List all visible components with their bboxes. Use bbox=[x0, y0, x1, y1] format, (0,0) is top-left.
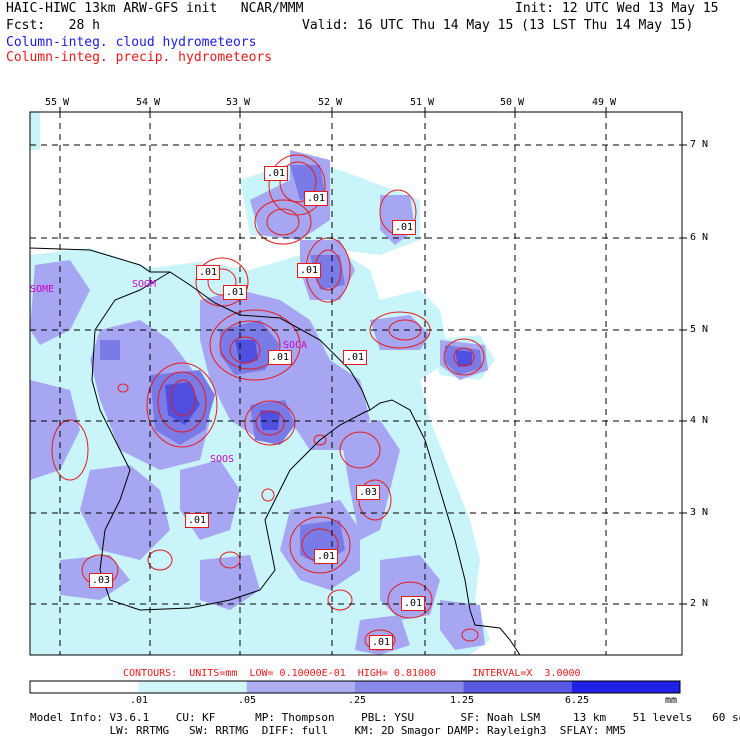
init-time: Init: 12 UTC Wed 13 May 15 bbox=[515, 1, 719, 16]
lon-label: 51 W bbox=[410, 97, 435, 108]
colorbar-units: mm bbox=[665, 695, 678, 706]
colorbar-tick: .25 bbox=[348, 695, 367, 706]
contour-value-label: .01 bbox=[196, 265, 221, 280]
lon-label: 49 W bbox=[592, 97, 617, 108]
coastlines bbox=[30, 247, 521, 655]
valid-time: Valid: 16 UTC Thu 14 May 15 (13 LST Thu … bbox=[302, 18, 694, 33]
lat-label: 5 N bbox=[690, 324, 709, 335]
station-label: SOGM bbox=[132, 279, 157, 290]
lat-label: 4 N bbox=[690, 415, 709, 426]
station-label: SOCA bbox=[283, 340, 308, 351]
axis-ticks bbox=[59, 107, 687, 605]
lat-label: 3 N bbox=[690, 507, 709, 518]
precip-field-label: Column-integ. precip. hydrometeors bbox=[6, 50, 273, 65]
colorbar-tick: .05 bbox=[238, 695, 257, 706]
contour-value-label: .01 bbox=[185, 513, 210, 528]
contour-value-label: .01 bbox=[268, 350, 293, 365]
contour-value-label: .03 bbox=[89, 573, 114, 588]
lon-label: 52 W bbox=[318, 97, 343, 108]
lon-label: 55 W bbox=[45, 97, 70, 108]
contour-value-label: .01 bbox=[392, 220, 417, 235]
contour-value-label: .01 bbox=[297, 263, 322, 278]
lat-label: 6 N bbox=[690, 232, 709, 243]
header-title: HAIC-HIWC 13km ARW-GFS init NCAR/MMM bbox=[6, 1, 304, 16]
contour-value-label: .01 bbox=[401, 596, 426, 611]
lat-label: 2 N bbox=[690, 598, 709, 609]
cloud-shading-core bbox=[165, 340, 472, 430]
contour-value-label: .01 bbox=[304, 191, 329, 206]
lat-label: 7 N bbox=[690, 139, 709, 150]
contour-value-label: .01 bbox=[223, 285, 248, 300]
cloud-field-label: Column-integ. cloud hydrometeors bbox=[6, 35, 257, 50]
model-info-line2: LW: RRTMG SW: RRTMG DIFF: full KM: 2D Sm… bbox=[30, 724, 627, 737]
contour-value-label: .01 bbox=[314, 549, 339, 564]
lon-label: 53 W bbox=[226, 97, 251, 108]
contours-info: CONTOURS: UNITS=mm LOW= 0.10000E-01 HIGH… bbox=[123, 668, 581, 679]
lon-label: 54 W bbox=[136, 97, 161, 108]
colorbar-tick: 1.25 bbox=[450, 695, 475, 706]
colorbar-tick: .01 bbox=[130, 695, 149, 706]
contour-value-label: .01 bbox=[343, 350, 368, 365]
model-info-line1: Model Info: V3.6.1 CU: KF MP: Thompson P… bbox=[30, 711, 740, 724]
lon-label: 50 W bbox=[500, 97, 525, 108]
colorbar-tick: 6.25 bbox=[565, 695, 590, 706]
lat-lon-grid bbox=[30, 112, 682, 655]
contour-value-label: .03 bbox=[356, 485, 381, 500]
contour-value-label: .01 bbox=[264, 166, 289, 181]
station-label: SOME bbox=[30, 284, 55, 295]
contour-value-label: .01 bbox=[369, 635, 394, 650]
forecast-hour: Fcst: 28 h bbox=[6, 18, 100, 33]
station-label: SOOS bbox=[210, 454, 235, 465]
